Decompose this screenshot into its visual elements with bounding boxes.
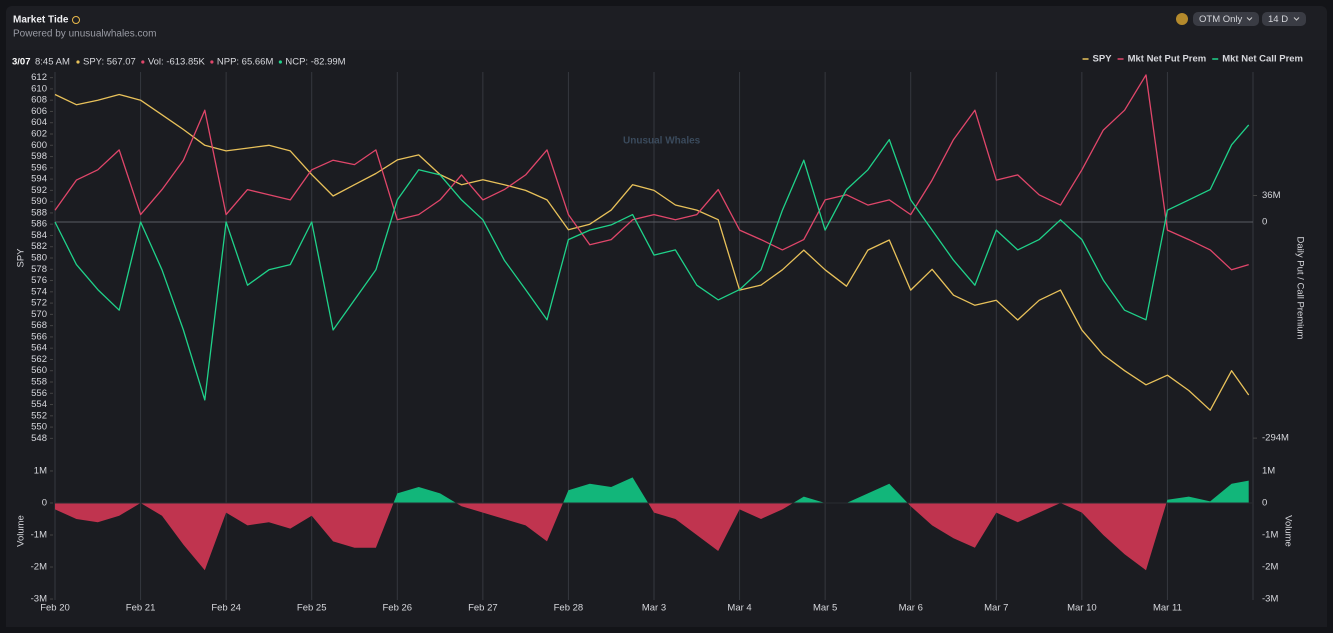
widget-subtitle: Powered by unusualwhales.com [13,29,156,40]
y-tick-label: 612 [31,72,47,83]
y-tick-label: -3M [31,594,47,605]
y-tick-label: 596 [31,162,47,173]
x-tick-label: Mar 5 [813,603,837,614]
x-tick-label: Feb 24 [211,603,241,614]
y2-axis-title: Daily Put / Call Premium [1294,237,1305,340]
readout-time: 8:45 AM [35,57,70,68]
readout-item: SPY: 567.07 [83,57,136,68]
y2-tick-label: -294M [1262,433,1289,444]
readout-date: 3/07 [12,57,31,68]
y-tick-label: 588 [31,207,47,218]
range-dropdown[interactable] [1262,12,1306,26]
readout-item: NPP: 65.66M [217,57,274,68]
y-tick-label: 582 [31,241,47,252]
volume-area-positive [393,477,1249,503]
y-tick-label: 602 [31,129,47,140]
y-tick-label: 580 [31,253,47,264]
x-tick-label: Feb 20 [40,603,70,614]
y-axis-title: Volume [16,515,27,547]
y-tick-label: -1M [31,530,47,541]
y-tick-label: 560 [31,365,47,376]
x-tick-label: Feb 28 [554,603,584,614]
y-tick-label: 574 [31,286,47,297]
y-tick-label: 562 [31,354,47,365]
x-tick-label: Feb 25 [297,603,327,614]
series-line [54,93,1250,411]
x-tick-label: Feb 27 [468,603,498,614]
x-tick-label: Feb 21 [126,603,156,614]
y-tick-label: 566 [31,331,47,342]
y2-axis-title: Volume [1282,515,1293,547]
range-dropdown-label[interactable]: 14 D [1268,14,1288,25]
x-tick-label: Mar 4 [727,603,751,614]
y-tick-label: 600 [31,140,47,151]
y-tick-label: 570 [31,309,47,320]
y-tick-label: 0 [42,497,47,508]
y-tick-label: 594 [31,174,47,185]
otm-dropdown-label[interactable]: OTM Only [1199,14,1243,25]
y-tick-label: 586 [31,219,47,230]
x-tick-label: Mar 11 [1153,603,1182,614]
y-tick-label: 584 [31,230,47,241]
y2-tick-label: 36M [1262,190,1281,201]
y-tick-label: 576 [31,275,47,286]
series-line [54,74,1249,271]
legend-label: Mkt Net Put Prem [1128,54,1207,65]
x-tick-label: Mar 10 [1067,603,1097,614]
y2-tick-label: -2M [1262,562,1278,573]
y-tick-label: 548 [31,433,47,444]
otm-dropdown[interactable] [1193,12,1259,26]
readout-item: NCP: -82.99M [285,57,345,68]
y-tick-label: 556 [31,388,47,399]
watermark: Unusual Whales [623,136,701,147]
chevron [1246,17,1253,21]
y-tick-label: 592 [31,185,47,196]
series-line [54,124,1250,401]
y-tick-label: 558 [31,377,47,388]
y-tick-label: 604 [31,117,47,128]
y-tick-label: 568 [31,320,47,331]
y-tick-label: 564 [31,343,47,354]
x-tick-label: Feb 26 [382,603,412,614]
y-tick-label: 610 [31,83,47,94]
y-tick-label: 554 [31,399,47,410]
legend-label: Mkt Net Call Prem [1222,54,1303,65]
readout-dot [141,60,145,64]
x-tick-label: Mar 6 [899,603,923,614]
y-tick-label: 606 [31,106,47,117]
y-tick-label: 1M [34,465,47,476]
readout-item: Vol: -613.85K [148,57,206,68]
ticker-icon[interactable] [1176,13,1188,25]
y-tick-label: 572 [31,298,47,309]
y2-tick-label: -1M [1262,530,1278,541]
readout-dot [210,60,214,64]
readout-dot [76,60,80,64]
y2-tick-label: 0 [1262,497,1267,508]
y2-tick-label: 1M [1262,465,1275,476]
info-icon[interactable] [72,16,80,24]
readout-dot [278,60,282,64]
y-axis-title: SPY [16,248,27,268]
legend-label: SPY [1093,54,1113,65]
y-tick-label: 550 [31,422,47,433]
y-tick-label: 590 [31,196,47,207]
y-tick-label: 552 [31,410,47,421]
volume-area-negative [55,502,1249,571]
y2-tick-label: -3M [1262,594,1278,605]
x-tick-label: Mar 7 [984,603,1008,614]
chevron [1293,17,1300,21]
y-tick-label: 598 [31,151,47,162]
y-tick-label: 608 [31,95,47,106]
y-tick-label: 578 [31,264,47,275]
y-tick-label: -2M [31,562,47,573]
widget-title: Market Tide [13,15,69,26]
x-tick-label: Mar 3 [642,603,666,614]
y2-tick-label: 0 [1262,216,1267,227]
